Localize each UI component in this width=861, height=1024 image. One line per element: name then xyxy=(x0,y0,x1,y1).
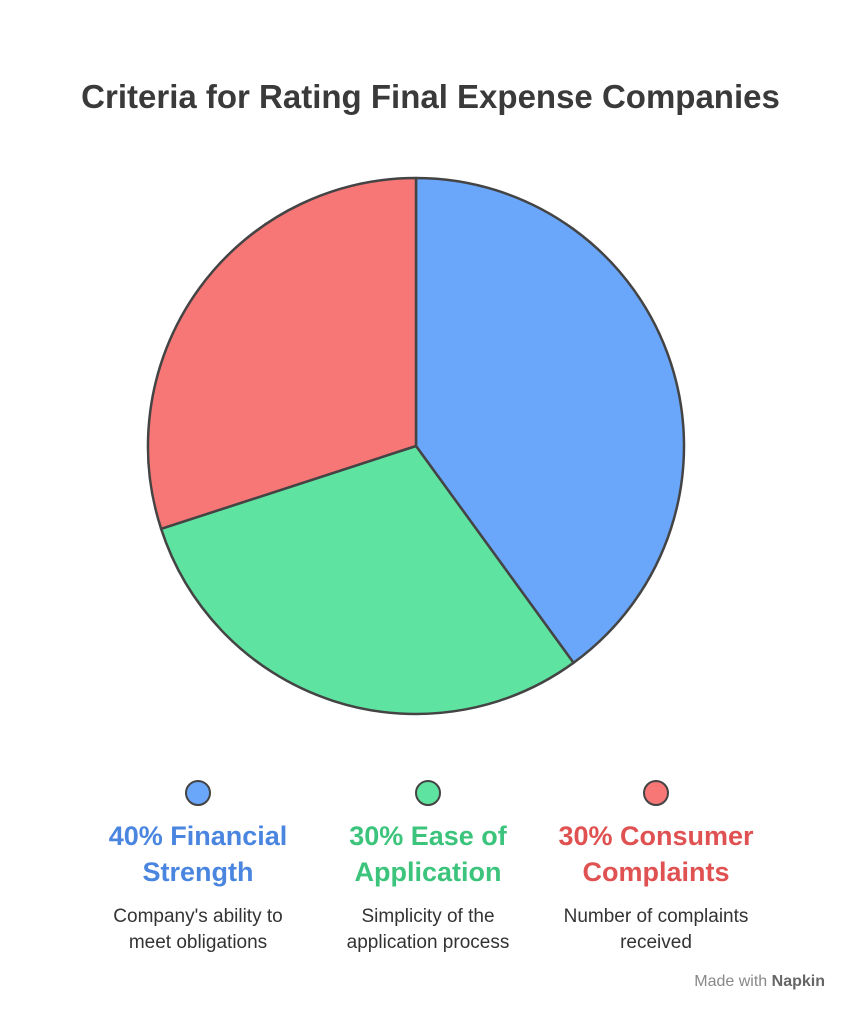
legend-item: 30% Ease of Application Simplicity of the… xyxy=(310,818,546,956)
pie-slice xyxy=(159,444,575,716)
legend-label: 30% Consumer Complaints xyxy=(558,821,754,887)
legend-description: Number of complaints received xyxy=(563,906,749,953)
legend-item: 30% Consumer Complaints Number of complai… xyxy=(538,818,774,956)
legend-label: 40% Financial Strength xyxy=(108,821,288,887)
footer-brand: Napkin xyxy=(771,973,825,990)
legend-dot xyxy=(185,780,211,806)
footer: Made with Napkin xyxy=(694,973,825,991)
pie-slice xyxy=(414,176,686,665)
footer-text: Made with xyxy=(694,973,768,990)
pie-slice xyxy=(146,176,418,531)
legend-dot xyxy=(415,780,441,806)
legend-dot xyxy=(643,780,669,806)
chart-title: Criteria for Rating Final Expense Compan… xyxy=(81,78,780,115)
legend-item: 40% Financial Strength Company's ability … xyxy=(80,818,316,956)
legend-description: Company's ability to meet obligations xyxy=(113,906,283,953)
legend-description: Simplicity of the application process xyxy=(346,906,510,953)
legend-label: 30% Ease of Application xyxy=(349,821,507,887)
